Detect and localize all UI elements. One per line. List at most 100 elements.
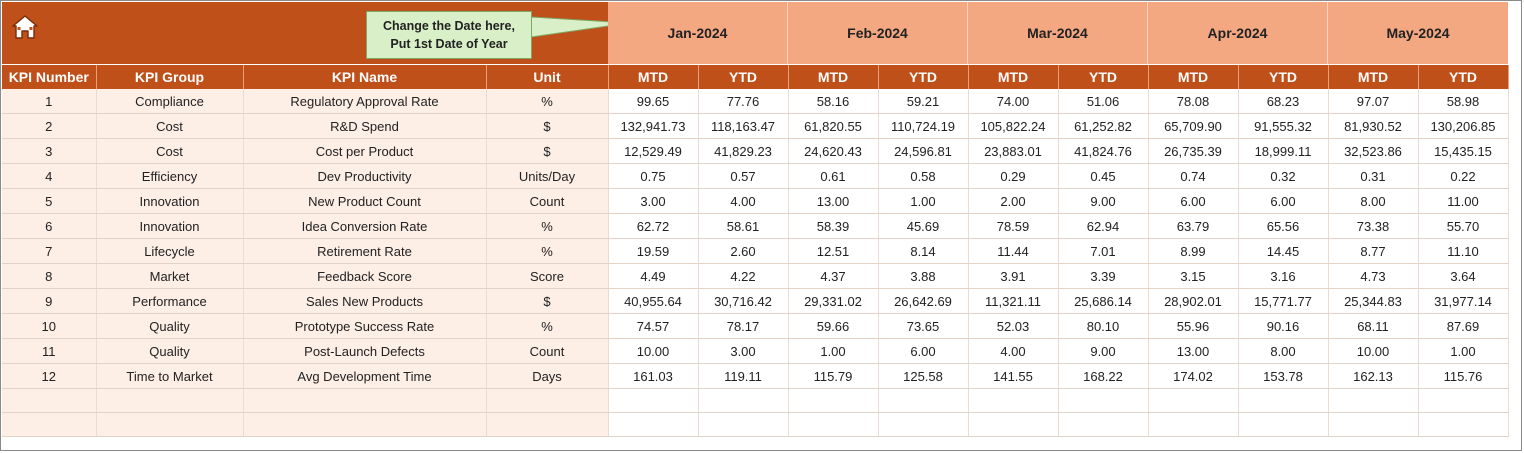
empty-cell[interactable] [486,388,609,413]
header-ytd[interactable]: YTD [1418,65,1509,89]
ytd-value-cell[interactable]: 91,555.32 [1238,113,1329,139]
mtd-value-cell[interactable]: 3.91 [968,263,1059,289]
ytd-value-cell[interactable]: 3.88 [878,263,969,289]
mtd-value-cell[interactable]: 99.65 [608,89,699,114]
mtd-value-cell[interactable]: 162.13 [1328,363,1419,389]
empty-cell[interactable] [968,412,1059,437]
ytd-value-cell[interactable]: 3.64 [1418,263,1509,289]
ytd-value-cell[interactable]: 0.58 [878,163,969,189]
kpi-group-cell[interactable]: Lifecycle [96,238,244,264]
empty-cell[interactable] [878,388,969,413]
empty-cell[interactable] [1058,412,1149,437]
ytd-value-cell[interactable]: 4.00 [698,188,789,214]
unit-cell[interactable]: % [486,238,609,264]
header-ytd[interactable]: YTD [698,65,789,89]
mtd-value-cell[interactable]: 74.00 [968,89,1059,114]
mtd-value-cell[interactable]: 11.44 [968,238,1059,264]
kpi-number-cell[interactable]: 6 [2,213,97,239]
mtd-value-cell[interactable]: 28,902.01 [1148,288,1239,314]
empty-cell[interactable] [1148,388,1239,413]
ytd-value-cell[interactable]: 87.69 [1418,313,1509,339]
kpi-number-cell[interactable]: 1 [2,89,97,114]
ytd-value-cell[interactable]: 25,686.14 [1058,288,1149,314]
kpi-group-cell[interactable]: Quality [96,338,244,364]
mtd-value-cell[interactable]: 2.00 [968,188,1059,214]
kpi-name-cell[interactable]: Feedback Score [243,263,487,289]
unit-cell[interactable]: Score [486,263,609,289]
mtd-value-cell[interactable]: 13.00 [788,188,879,214]
ytd-value-cell[interactable]: 80.10 [1058,313,1149,339]
ytd-value-cell[interactable]: 41,824.76 [1058,138,1149,164]
mtd-value-cell[interactable]: 161.03 [608,363,699,389]
mtd-value-cell[interactable]: 8.99 [1148,238,1239,264]
mtd-value-cell[interactable]: 24,620.43 [788,138,879,164]
header-mtd[interactable]: MTD [1328,65,1419,89]
kpi-number-cell[interactable]: 2 [2,113,97,139]
mtd-value-cell[interactable]: 61,820.55 [788,113,879,139]
kpi-name-cell[interactable]: Retirement Rate [243,238,487,264]
ytd-value-cell[interactable]: 3.00 [698,338,789,364]
empty-cell[interactable] [788,388,879,413]
ytd-value-cell[interactable]: 4.22 [698,263,789,289]
ytd-value-cell[interactable]: 6.00 [878,338,969,364]
empty-cell[interactable] [968,388,1059,413]
empty-cell[interactable] [96,412,244,437]
ytd-value-cell[interactable]: 118,163.47 [698,113,789,139]
kpi-name-cell[interactable]: Post-Launch Defects [243,338,487,364]
ytd-value-cell[interactable]: 73.65 [878,313,969,339]
ytd-value-cell[interactable]: 65.56 [1238,213,1329,239]
empty-cell[interactable] [2,412,97,437]
kpi-group-cell[interactable]: Cost [96,113,244,139]
ytd-value-cell[interactable]: 51.06 [1058,89,1149,114]
kpi-group-cell[interactable]: Innovation [96,213,244,239]
kpi-number-cell[interactable]: 12 [2,363,97,389]
mtd-value-cell[interactable]: 1.00 [788,338,879,364]
ytd-value-cell[interactable]: 0.57 [698,163,789,189]
ytd-value-cell[interactable]: 3.39 [1058,263,1149,289]
empty-cell[interactable] [698,412,789,437]
ytd-value-cell[interactable]: 59.21 [878,89,969,114]
unit-cell[interactable]: $ [486,138,609,164]
kpi-number-cell[interactable]: 5 [2,188,97,214]
mtd-value-cell[interactable]: 11,321.11 [968,288,1059,314]
ytd-value-cell[interactable]: 45.69 [878,213,969,239]
mtd-value-cell[interactable]: 52.03 [968,313,1059,339]
header-ytd[interactable]: YTD [1058,65,1149,89]
mtd-value-cell[interactable]: 19.59 [608,238,699,264]
kpi-number-cell[interactable]: 11 [2,338,97,364]
ytd-value-cell[interactable]: 58.61 [698,213,789,239]
unit-cell[interactable]: % [486,213,609,239]
header-mtd[interactable]: MTD [788,65,879,89]
ytd-value-cell[interactable]: 153.78 [1238,363,1329,389]
kpi-number-cell[interactable]: 8 [2,263,97,289]
empty-cell[interactable] [608,388,699,413]
ytd-value-cell[interactable]: 8.00 [1238,338,1329,364]
kpi-group-cell[interactable]: Quality [96,313,244,339]
ytd-value-cell[interactable]: 2.60 [698,238,789,264]
empty-cell[interactable] [1238,412,1329,437]
empty-cell[interactable] [1328,388,1419,413]
mtd-value-cell[interactable]: 141.55 [968,363,1059,389]
kpi-name-cell[interactable]: New Product Count [243,188,487,214]
unit-cell[interactable]: Days [486,363,609,389]
mtd-value-cell[interactable]: 10.00 [1328,338,1419,364]
ytd-value-cell[interactable]: 9.00 [1058,338,1149,364]
ytd-value-cell[interactable]: 78.17 [698,313,789,339]
mtd-value-cell[interactable]: 174.02 [1148,363,1239,389]
ytd-value-cell[interactable]: 11.00 [1418,188,1509,214]
mtd-value-cell[interactable]: 29,331.02 [788,288,879,314]
empty-cell[interactable] [1148,412,1239,437]
kpi-number-cell[interactable]: 3 [2,138,97,164]
mtd-value-cell[interactable]: 97.07 [1328,89,1419,114]
unit-cell[interactable]: Units/Day [486,163,609,189]
mtd-value-cell[interactable]: 0.74 [1148,163,1239,189]
mtd-value-cell[interactable]: 13.00 [1148,338,1239,364]
mtd-value-cell[interactable]: 73.38 [1328,213,1419,239]
ytd-value-cell[interactable]: 15,435.15 [1418,138,1509,164]
mtd-value-cell[interactable]: 78.08 [1148,89,1239,114]
empty-cell[interactable] [96,388,244,413]
mtd-value-cell[interactable]: 40,955.64 [608,288,699,314]
mtd-value-cell[interactable]: 105,822.24 [968,113,1059,139]
kpi-group-cell[interactable]: Innovation [96,188,244,214]
header-mtd[interactable]: MTD [1148,65,1239,89]
